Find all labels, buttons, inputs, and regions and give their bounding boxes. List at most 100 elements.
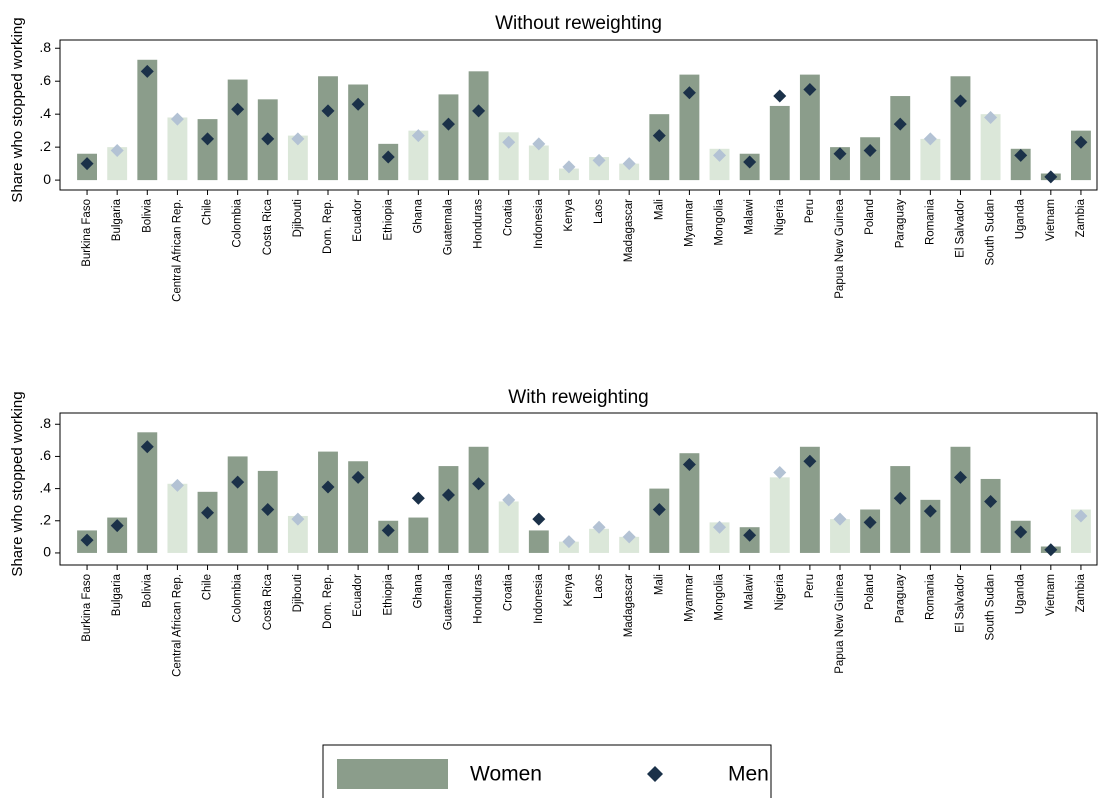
x-tick-label: Romania [924,198,936,245]
marker [351,97,365,111]
marker [532,512,546,526]
bar [950,76,971,181]
bar [799,446,820,553]
marker [110,519,124,533]
x-tick-label: Laos [593,199,605,224]
marker [562,160,576,174]
bar [107,147,128,181]
plot-frame [59,39,1098,191]
bar [197,491,218,553]
x-tick-label: Zambia [1075,198,1087,237]
bar [589,157,609,181]
marker [984,110,998,124]
bar [559,168,579,181]
marker [381,150,395,164]
bar [408,130,429,181]
marker [833,147,847,161]
x-tick-label: South Sudan [985,574,997,641]
bar [287,135,308,181]
bar [167,117,188,181]
x-tick-label: Mongolia [714,573,726,620]
x-tick-label: Madagascar [623,199,635,262]
legend-label: Men [728,763,769,786]
marker [893,117,907,131]
x-tick-label: Dom. Rep. [322,574,334,629]
x-tick-label: Poland [864,574,876,610]
x-tick-label: El Salvador [955,199,967,258]
y-tick-label: .4 [39,479,51,495]
marker [743,155,757,169]
bar [920,138,941,181]
bar [830,147,850,181]
x-tick-label: Zambia [1075,573,1087,612]
x-tick-label: Bulgaria [111,573,123,616]
bar [227,456,248,553]
x-tick-label: Ghana [412,198,424,233]
x-tick-label: Guatemala [443,198,455,255]
x-tick-label: Croatia [503,198,515,236]
marker [140,440,154,454]
bar [830,519,850,553]
bar [769,477,790,553]
y-tick-label: .8 [39,415,51,431]
marker [321,480,335,494]
bar [890,96,911,181]
marker [953,470,967,484]
bar [679,74,700,181]
y-tick-label: .4 [39,105,51,121]
bar [498,132,519,181]
bar [318,76,338,181]
x-tick-label: Central African Rep. [171,199,183,302]
marker [261,132,275,146]
marker [923,504,937,518]
x-tick-label: Papua New Guinea [834,573,846,673]
x-tick-label: Peru [804,574,816,598]
marker [863,143,877,157]
x-tick-label: Uganda [1015,573,1027,614]
x-tick-label: Malawi [744,574,756,610]
x-tick-label: Djibouti [292,199,304,237]
marker [502,493,516,507]
x-tick-label: Madagascar [623,574,635,637]
marker [472,104,486,118]
marker [140,64,154,78]
x-tick-label: Malawi [744,199,756,235]
marker [231,475,245,489]
x-tick-label: Djibouti [292,574,304,612]
marker [622,530,636,544]
marker [291,132,305,146]
bar [589,528,609,553]
marker [953,94,967,108]
x-tick-label: El Salvador [955,574,967,633]
marker [80,157,94,171]
bar [528,530,549,553]
bar [890,466,911,553]
x-tick-label: Indonesia [533,573,545,623]
marker [170,112,184,126]
bar [950,446,971,553]
y-tick-label: 0 [43,544,51,560]
marker [231,102,245,116]
y-tick-label: .2 [39,511,51,527]
x-tick-label: Guatemala [443,573,455,630]
bar [498,501,519,553]
marker [472,477,486,491]
marker [170,478,184,492]
x-tick-label: Honduras [473,199,485,249]
bar [197,119,218,181]
x-tick-label: Vietnam [1045,574,1057,616]
marker [1044,170,1058,184]
bar [408,517,429,553]
y-tick-label: .2 [39,138,51,154]
chart-title: Without reweighting [495,13,662,34]
x-tick-label: Bolivia [141,573,153,607]
y-tick-label: 0 [43,171,51,187]
x-tick-label: Costa Rica [262,198,274,255]
x-tick-label: Peru [804,199,816,223]
marker [532,137,546,151]
legend-swatch [337,759,448,789]
x-tick-label: Indonesia [533,198,545,248]
marker [321,104,335,118]
x-tick-label: Nigeria [774,198,786,235]
